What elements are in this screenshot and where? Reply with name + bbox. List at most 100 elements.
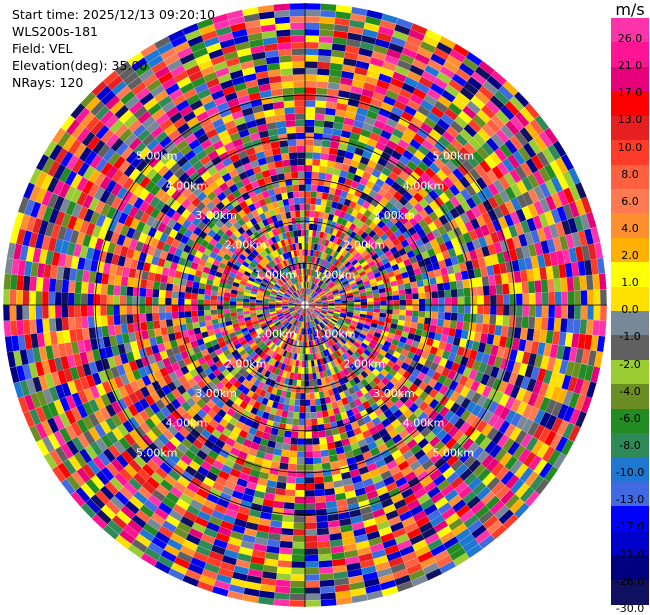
velocity-gate (236, 406, 245, 415)
velocity-gate (287, 316, 293, 322)
velocity-gate (476, 383, 486, 395)
velocity-gate (309, 290, 314, 296)
velocity-gate (330, 56, 344, 65)
velocity-gate (145, 288, 153, 297)
velocity-gate (253, 415, 262, 424)
velocity-gate (397, 234, 406, 243)
velocity-gate (233, 565, 249, 575)
velocity-gate (552, 331, 561, 345)
velocity-gate (499, 262, 508, 274)
velocity-gate (444, 200, 455, 211)
velocity-gate (504, 139, 518, 154)
velocity-gate (345, 490, 357, 499)
velocity-gate (449, 207, 460, 219)
velocity-gate (409, 428, 421, 439)
velocity-gate (305, 268, 307, 276)
velocity-gate (308, 360, 312, 367)
velocity-gate (412, 299, 419, 305)
velocity-gate (343, 543, 357, 552)
velocity-gate (314, 339, 319, 347)
velocity-gate (323, 475, 333, 483)
velocity-gate (444, 359, 454, 370)
velocity-gate (16, 290, 23, 305)
velocity-gate (176, 405, 187, 416)
velocity-gate (484, 155, 497, 170)
velocity-gate (160, 549, 177, 563)
velocity-gate (350, 335, 358, 342)
velocity-gate (348, 186, 357, 195)
velocity-gate (221, 403, 231, 413)
velocity-gate (200, 533, 216, 545)
velocity-gate (371, 126, 383, 136)
velocity-gate (422, 183, 433, 194)
velocity-gate (351, 594, 368, 604)
velocity-gate (410, 321, 418, 329)
velocity-gate (249, 376, 257, 385)
velocity-gate (472, 238, 482, 250)
velocity-gate (509, 498, 525, 514)
velocity-gate (365, 195, 374, 204)
velocity-gate (171, 562, 188, 575)
velocity-gate (321, 308, 328, 311)
velocity-gate (285, 391, 292, 399)
velocity-gate (425, 305, 432, 312)
velocity-gate (334, 301, 342, 304)
velocity-gate (367, 305, 374, 309)
velocity-gate (528, 406, 540, 422)
velocity-gate (265, 446, 275, 455)
velocity-gate (342, 368, 350, 376)
velocity-gate (422, 562, 440, 575)
velocity-gate (305, 464, 314, 471)
velocity-gate (267, 539, 281, 548)
velocity-gate (306, 328, 309, 335)
velocity-gate (360, 128, 372, 138)
velocity-gate (594, 242, 604, 259)
velocity-gate (163, 457, 177, 470)
velocity-gate (439, 395, 450, 407)
velocity-gate (10, 274, 18, 290)
velocity-gate (171, 409, 182, 421)
velocity-gate (505, 494, 520, 510)
velocity-gate (97, 452, 111, 467)
velocity-gate (346, 274, 354, 281)
velocity-gate (245, 336, 253, 343)
velocity-gate (394, 220, 404, 229)
velocity-gate (167, 538, 183, 551)
velocity-gate (165, 312, 173, 320)
velocity-gate (472, 481, 487, 496)
velocity-gate (465, 197, 477, 209)
velocity-gate (448, 327, 456, 337)
velocity-gate (359, 191, 369, 201)
velocity-gate (268, 473, 278, 482)
velocity-gate (399, 53, 415, 65)
velocity-gate (311, 291, 316, 297)
velocity-gate (311, 256, 316, 264)
velocity-gate (444, 398, 455, 410)
velocity-gate (172, 284, 180, 292)
velocity-gate (128, 477, 142, 491)
velocity-gate (300, 328, 303, 335)
velocity-gate (510, 116, 525, 132)
velocity-gate (408, 217, 419, 227)
velocity-gate (335, 109, 346, 118)
velocity-gate (364, 375, 373, 384)
velocity-gate (211, 404, 221, 414)
velocity-gate (367, 329, 376, 336)
velocity-gate (239, 349, 247, 357)
velocity-gate (452, 263, 461, 274)
velocity-gate (429, 146, 442, 158)
velocity-gate (61, 279, 70, 293)
velocity-gate (434, 457, 447, 469)
velocity-gate (100, 283, 108, 295)
velocity-gate (325, 290, 332, 295)
velocity-gate (423, 94, 438, 106)
velocity-gate (441, 350, 451, 360)
velocity-gate (452, 43, 470, 57)
velocity-gate (408, 569, 426, 581)
velocity-gate (498, 216, 509, 230)
velocity-gate (308, 306, 315, 309)
velocity-gate (210, 295, 218, 301)
velocity-gate (575, 182, 587, 199)
velocity-gate (440, 267, 449, 276)
velocity-gate (174, 331, 183, 340)
